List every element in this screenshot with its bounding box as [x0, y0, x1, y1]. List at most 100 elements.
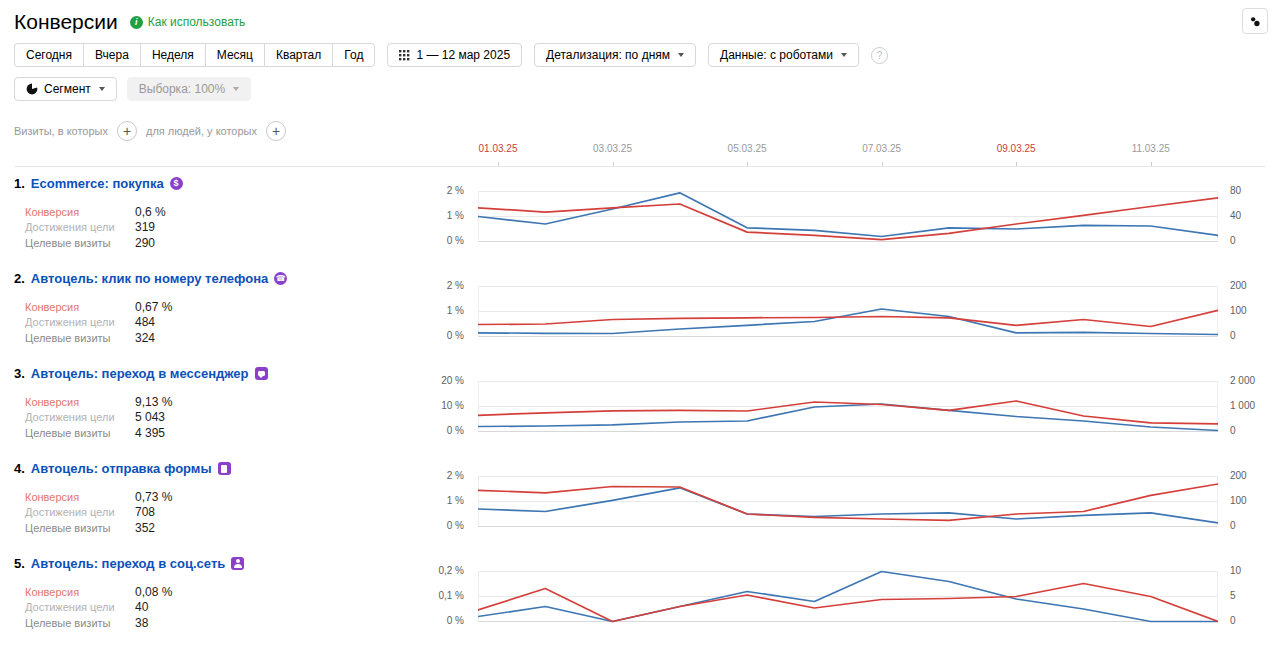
goals-list: 1.Ecommerce: покупка$Конверсия0,6 %Дости…	[0, 171, 1280, 646]
goal-row: 2.Автоцель: клик по номеру телефона☎ Конв…	[0, 266, 1280, 361]
metric-row: Целевые визиты38	[25, 615, 172, 631]
date-label: 07.03.25	[862, 143, 901, 154]
chevron-down-icon	[841, 53, 847, 57]
goal-chart-1[interactable]	[478, 190, 1218, 243]
metric-row: Конверсия0,6 %	[25, 204, 166, 220]
goal-number: 3.	[14, 366, 25, 381]
metric-row: Достижения цели319	[25, 220, 166, 236]
left-axis-tick: 2 %	[447, 281, 464, 291]
right-axis-tick: 10	[1230, 566, 1241, 576]
date-range-button[interactable]: 1 — 12 мар 2025	[387, 43, 522, 67]
form-goal-icon	[218, 462, 231, 475]
period-button-4[interactable]: Месяц	[205, 43, 264, 67]
conversion-value: 0,6 %	[135, 205, 166, 219]
info-icon: i	[130, 16, 143, 29]
page-header: Конверсии i Как использовать	[14, 0, 1266, 36]
right-axis-tick: 80	[1230, 186, 1241, 196]
date-label: 09.03.25	[997, 143, 1036, 154]
right-axis-tick: 0	[1230, 616, 1236, 626]
filter-bar: Визиты, в которых + для людей, у которых…	[14, 121, 1266, 141]
right-axis-labels: 2 0001 0000	[1230, 361, 1280, 456]
conversion-value: 9,13 %	[135, 395, 172, 409]
detalization-dropdown[interactable]: Детализация: по дням	[534, 43, 696, 67]
goal-metrics: Конверсия0,6 %Достижения цели319Целевые …	[25, 204, 166, 251]
chevron-down-icon	[99, 87, 105, 91]
goal-title-link[interactable]: Автоцель: переход в соц.сеть	[31, 556, 225, 571]
right-axis-tick: 0	[1230, 331, 1236, 341]
period-button-1[interactable]: Сегодня	[14, 43, 83, 67]
metric-row: Достижения цели484	[25, 315, 172, 331]
right-axis-tick: 1 000	[1230, 401, 1255, 411]
metric-row: Конверсия0,08 %	[25, 584, 172, 600]
conversion-value: 0,08 %	[135, 585, 172, 599]
left-axis-tick: 0 %	[447, 236, 464, 246]
goal-chart-4[interactable]	[478, 475, 1218, 528]
segment-dropdown[interactable]: Сегмент	[14, 77, 117, 101]
right-axis-tick: 0	[1230, 426, 1236, 436]
person-shape	[234, 559, 242, 568]
how-to-use-link[interactable]: i Как использовать	[130, 15, 246, 29]
goal-metrics: Конверсия0,73 %Достижения цели708Целевые…	[25, 489, 172, 536]
add-visits-filter-button[interactable]: +	[117, 121, 137, 141]
left-axis-labels: 20 %10 %0 %	[324, 361, 464, 456]
date-axis: 01.03.2503.03.2505.03.2507.03.2509.03.25…	[478, 143, 1218, 166]
period-button-6[interactable]: Год	[332, 43, 375, 67]
date-label: 11.03.25	[1132, 143, 1170, 154]
right-axis-tick: 200	[1230, 471, 1247, 481]
goal-chart-2[interactable]	[478, 285, 1218, 338]
right-axis-tick: 0	[1230, 521, 1236, 531]
help-question-icon[interactable]: ?	[871, 47, 888, 64]
target_visits-label: Целевые визиты	[25, 427, 135, 439]
target_visits-label: Целевые визиты	[25, 617, 135, 629]
robots-data-dropdown[interactable]: Данные: с роботами	[708, 43, 859, 67]
metric-row: Конверсия0,67 %	[25, 299, 172, 315]
goal-reaches-value: 708	[135, 505, 155, 519]
goal-header: 2.Автоцель: клик по номеру телефона☎	[14, 271, 287, 286]
blue-series-line	[478, 404, 1218, 431]
goal-reaches-value: 40	[135, 600, 148, 614]
conversion-value: 0,67 %	[135, 300, 172, 314]
sampling-dropdown[interactable]: Выборка: 100%	[127, 77, 251, 101]
left-axis-tick: 10 %	[441, 401, 464, 411]
goal-row: 4.Автоцель: отправка формыКонверсия0,73 …	[0, 456, 1280, 551]
target_visits-label: Целевые визиты	[25, 237, 135, 249]
period-button-2[interactable]: Вчера	[83, 43, 140, 67]
goal-reaches-value: 5 043	[135, 410, 165, 424]
messenger-goal-icon	[255, 367, 268, 380]
conversion-label: Конверсия	[25, 301, 135, 313]
conversion-label: Конверсия	[25, 206, 135, 218]
goal-chart-5[interactable]	[478, 570, 1218, 623]
right-axis-tick: 100	[1230, 496, 1247, 506]
goal-title-link[interactable]: Автоцель: отправка формы	[31, 461, 212, 476]
widgets-button[interactable]	[1242, 8, 1268, 34]
goal-chart-3[interactable]	[478, 380, 1218, 433]
social-goal-icon	[231, 557, 244, 570]
right-axis-tick: 200	[1230, 281, 1247, 291]
two-dots-icon	[1249, 14, 1261, 29]
period-button-3[interactable]: Неделя	[140, 43, 205, 67]
date-label: 01.03.25	[479, 143, 518, 154]
left-axis-labels: 2 %1 %0 %	[324, 171, 464, 266]
target-visits-value: 290	[135, 236, 155, 250]
goal-header: 1.Ecommerce: покупка$	[14, 176, 183, 191]
blue-series-line	[478, 193, 1218, 237]
left-axis-tick: 20 %	[441, 376, 464, 386]
goal-title-link[interactable]: Ecommerce: покупка	[31, 176, 164, 191]
target-visits-value: 4 395	[135, 426, 165, 440]
separator-line	[14, 166, 1266, 167]
target_visits-label: Целевые визиты	[25, 522, 135, 534]
goal-title-link[interactable]: Автоцель: переход в мессенджер	[31, 366, 249, 381]
add-people-filter-button[interactable]: +	[266, 121, 286, 141]
metric-row: Достижения цели708	[25, 505, 172, 521]
right-axis-labels: 2001000	[1230, 266, 1280, 361]
metric-row: Конверсия9,13 %	[25, 394, 172, 410]
date-range-label: 1 — 12 мар 2025	[416, 48, 510, 62]
right-axis-labels: 80400	[1230, 171, 1280, 266]
reaches-label: Достижения цели	[25, 316, 135, 328]
left-axis-tick: 0 %	[447, 521, 464, 531]
goal-title-link[interactable]: Автоцель: клик по номеру телефона	[31, 271, 268, 286]
goal-metrics: Конверсия0,08 %Достижения цели40Целевые …	[25, 584, 172, 631]
reaches-label: Достижения цели	[25, 221, 135, 233]
pie-segment-icon	[26, 83, 38, 95]
period-button-5[interactable]: Квартал	[264, 43, 332, 67]
